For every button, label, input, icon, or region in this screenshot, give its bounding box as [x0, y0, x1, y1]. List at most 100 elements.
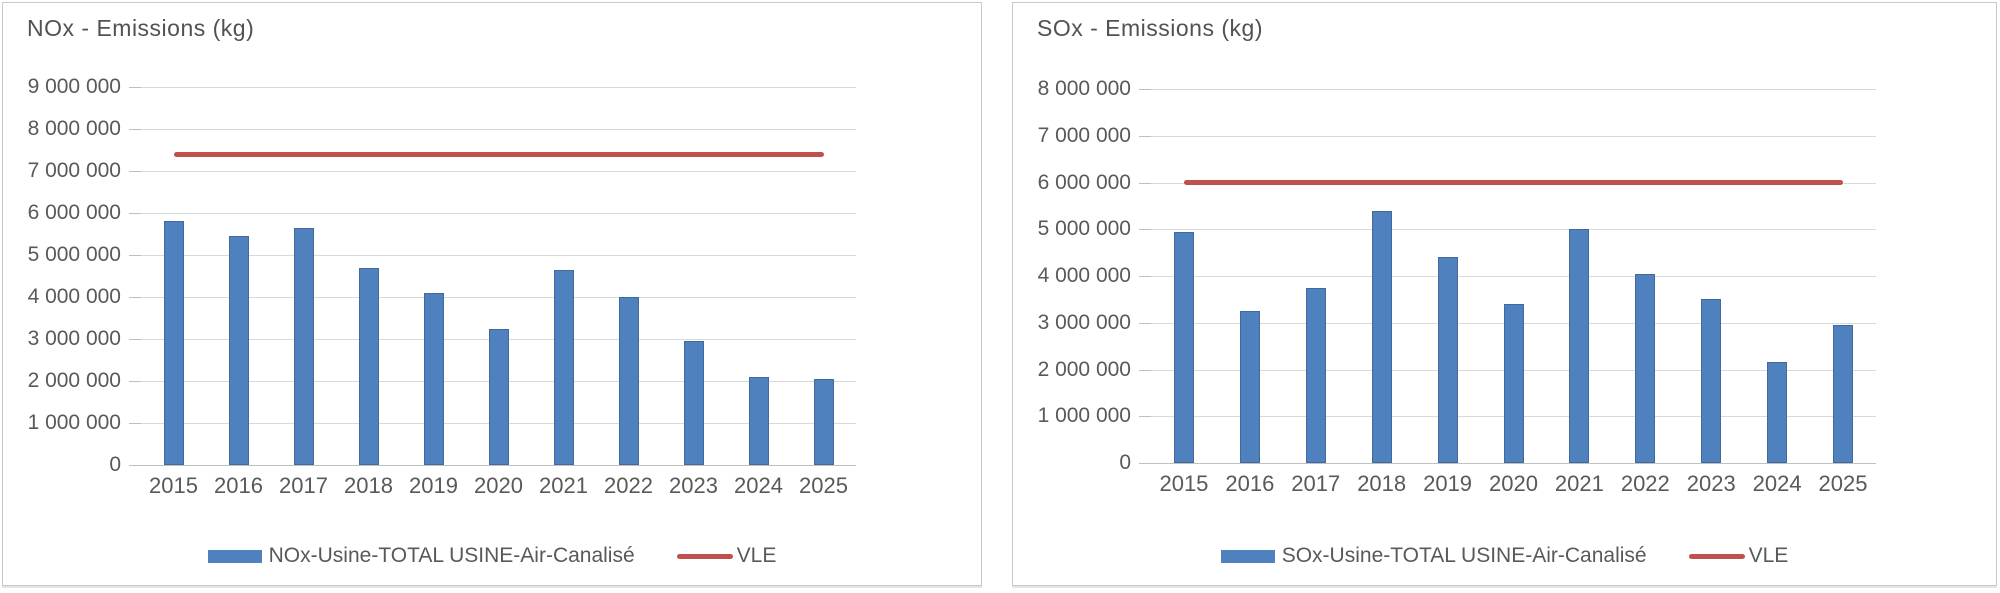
y-axis-tick: [129, 213, 141, 214]
y-axis-tick: [129, 381, 141, 382]
y-axis-label: 4 000 000: [1037, 264, 1131, 287]
bar-2025: [1833, 325, 1854, 463]
y-axis-tick: [129, 171, 141, 172]
x-axis-label: 2020: [1489, 471, 1538, 496]
y-axis-tick: [129, 423, 141, 424]
gridline: [141, 297, 856, 298]
x-axis-label: 2017: [279, 473, 328, 498]
x-axis-label: 2018: [1357, 471, 1407, 496]
y-axis-label: 7 000 000: [1037, 123, 1131, 147]
legend-label-nox-vle: VLE: [736, 544, 777, 567]
y-axis-label: 2 000 000: [27, 369, 121, 392]
y-axis-label: 8 000 000: [1037, 77, 1131, 100]
vle-limit-line: [1183, 180, 1844, 185]
x-axis-label: 2022: [604, 473, 653, 498]
y-axis-label: 0: [109, 453, 121, 476]
y-axis-tick: [1139, 89, 1151, 90]
y-axis-tick: [1139, 369, 1151, 371]
x-axis-line: [1151, 463, 1876, 464]
bar-2020: [488, 328, 509, 465]
y-axis-label: 3 000 000: [1037, 310, 1131, 334]
x-axis-label: 2019: [409, 473, 458, 498]
y-axis-label: 1 000 000: [27, 411, 121, 434]
bar-2024: [1767, 362, 1788, 463]
x-axis-line: [141, 465, 856, 466]
y-axis-tick: [129, 87, 141, 88]
y-axis-label: 5 000 000: [1037, 217, 1131, 241]
y-axis-tick: [1139, 416, 1151, 418]
y-axis-label: 9 000 000: [27, 75, 121, 98]
bar-2015: [163, 221, 184, 465]
line-series-swatch: [1688, 553, 1745, 559]
bar-2019: [423, 292, 444, 465]
bar-2021: [553, 269, 574, 465]
bar-2022: [1635, 273, 1656, 463]
y-axis-label: 2 000 000: [1037, 357, 1131, 381]
chart-panel-sox[interactable]: SOx - Emissions (kg) SOx-Usine-TOTAL USI…: [1012, 2, 1997, 586]
y-axis-tick: [1139, 182, 1151, 184]
x-axis-label: 2022: [1620, 471, 1670, 496]
y-axis-label: 8 000 000: [27, 117, 121, 140]
y-axis-tick: [1139, 229, 1151, 231]
legend-label-nox-series: NOx-Usine-TOTAL USINE-Air-Canalisé: [268, 544, 635, 567]
y-axis-tick: [1139, 276, 1151, 277]
y-axis-label: 7 000 000: [27, 159, 121, 182]
gridline: [141, 171, 856, 172]
gridline: [1151, 89, 1876, 90]
legend-label-sox-series: SOx-Usine-TOTAL USINE-Air-Canalisé: [1281, 544, 1647, 567]
bar-2023: [683, 341, 704, 465]
x-axis-label: 2020: [474, 473, 523, 498]
y-axis-tick: [129, 339, 141, 340]
bar-2022: [618, 297, 639, 465]
bar-2016: [1239, 311, 1260, 463]
x-axis-label: 2025: [1818, 471, 1868, 496]
x-axis-label: 2018: [344, 473, 393, 498]
legend-label-sox-vle: VLE: [1748, 544, 1789, 567]
bar-2020: [1503, 304, 1524, 463]
bar-series-swatch: [1220, 549, 1275, 563]
x-axis-label: 2023: [1686, 471, 1736, 496]
x-axis-label: 2023: [669, 473, 718, 498]
bar-2019: [1437, 257, 1458, 463]
chart-panel-nox[interactable]: NOx - Emissions (kg) NOx-Usine-TOTAL USI…: [2, 2, 982, 586]
y-axis-tick: [129, 465, 141, 466]
bar-2017: [1305, 287, 1326, 463]
chart-title-nox: NOx - Emissions (kg): [27, 15, 255, 41]
bar-2016: [228, 236, 249, 465]
legend-item-sox-vle: VLE: [1688, 544, 1789, 568]
y-axis-tick: [1139, 135, 1151, 137]
gridline: [141, 87, 856, 88]
y-axis-label: 3 000 000: [27, 327, 121, 350]
y-axis-tick: [1139, 322, 1151, 324]
bar-2018: [358, 267, 379, 465]
legend-item-sox-series: SOx-Usine-TOTAL USINE-Air-Canalisé: [1220, 544, 1647, 568]
x-axis-label: 2016: [214, 473, 263, 498]
x-axis-label: 2017: [1291, 471, 1341, 496]
line-series-swatch: [676, 553, 733, 559]
y-axis-tick: [129, 255, 141, 256]
bar-series-swatch: [207, 549, 262, 563]
x-axis-label: 2024: [734, 473, 783, 498]
y-axis-label: 5 000 000: [27, 243, 121, 266]
y-axis-label: 1 000 000: [1037, 404, 1131, 428]
bar-2025: [813, 378, 834, 465]
chart-title-sox: SOx - Emissions (kg): [1037, 15, 1263, 41]
bar-2023: [1701, 299, 1722, 463]
bar-2017: [293, 227, 314, 465]
legend-sox: SOx-Usine-TOTAL USINE-Air-Canalisé VLE: [1013, 541, 1996, 571]
x-axis-label: 2015: [1159, 471, 1209, 496]
gridline: [1151, 229, 1876, 231]
x-axis-label: 2021: [539, 473, 588, 498]
y-axis-label: 6 000 000: [1037, 170, 1131, 194]
y-axis-label: 0: [1119, 451, 1131, 474]
gridline: [1151, 135, 1876, 137]
legend-item-nox-series: NOx-Usine-TOTAL USINE-Air-Canalisé: [207, 544, 635, 568]
x-axis-label: 2025: [799, 473, 848, 498]
gridline: [1151, 276, 1876, 277]
x-axis-label: 2019: [1423, 471, 1473, 496]
y-axis-tick: [129, 129, 141, 130]
bar-2024: [748, 376, 769, 465]
y-axis-tick: [1139, 463, 1151, 464]
legend-item-nox-vle: VLE: [676, 544, 777, 568]
